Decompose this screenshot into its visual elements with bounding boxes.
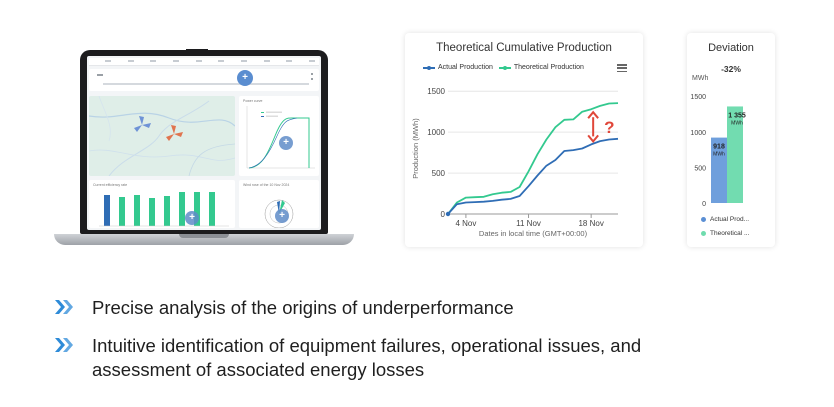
bullet-item: Intuitive identification of equipment fa… bbox=[54, 334, 712, 382]
series-line-actual bbox=[447, 137, 619, 215]
legend-item-actual[interactable]: Actual Production bbox=[423, 64, 493, 71]
bar-theoretical bbox=[727, 106, 743, 203]
y-axis-unit: MWh bbox=[692, 75, 708, 82]
map-panel[interactable] bbox=[89, 96, 235, 176]
gap-arrow-head-up bbox=[587, 110, 599, 119]
legend-dot-icon bbox=[701, 231, 706, 236]
power-curve-panel[interactable]: Power curve bbox=[239, 96, 319, 176]
wind-turbine-icon-orange bbox=[166, 125, 183, 141]
efficiency-panel[interactable]: Current efficiency rate bbox=[89, 180, 235, 228]
laptop-base-lip bbox=[179, 234, 229, 238]
gap-arrow-head-down bbox=[587, 134, 599, 143]
deviation-legend-actual-label: Actual Prod... bbox=[710, 216, 750, 223]
laptop-lid: Power curve Current efficiency rate bbox=[80, 49, 328, 234]
bar-actual bbox=[711, 137, 727, 203]
bar-value-label: 918 bbox=[713, 144, 725, 151]
bar-unit-label: MWh bbox=[713, 152, 725, 158]
legend-symbol-actual bbox=[423, 65, 435, 71]
y-axis-label: Production (MWh) bbox=[411, 118, 420, 179]
bullet-item: Precise analysis of the origins of under… bbox=[54, 296, 514, 320]
plus-icon[interactable]: + bbox=[279, 136, 293, 150]
chart-title: Theoretical Cumulative Production bbox=[436, 42, 612, 54]
efficiency-bars bbox=[99, 192, 229, 227]
series-line-theoretical bbox=[447, 102, 619, 215]
deviation-legend-actual[interactable]: Actual Prod... bbox=[701, 216, 749, 223]
legend-label-actual: Actual Production bbox=[438, 64, 493, 71]
mini-timeline-ticks bbox=[105, 60, 315, 63]
legend-symbol-theoretical bbox=[498, 65, 511, 71]
deviation-title: Deviation bbox=[708, 42, 754, 54]
mini-filter-bar[interactable] bbox=[89, 69, 319, 91]
legend-label-theoretical: Theoretical Production bbox=[513, 64, 584, 71]
x-tick-label: 4 Nov bbox=[455, 219, 476, 228]
mini-timeline-header bbox=[89, 58, 319, 66]
bullet-text: Intuitive identification of equipment fa… bbox=[92, 335, 642, 380]
plus-icon[interactable]: + bbox=[185, 211, 199, 225]
wind-rose-title: Wind rose of the 10 Nov 2024 bbox=[243, 183, 290, 187]
x-axis-label: Dates in local time (GMT+00:00) bbox=[479, 229, 588, 238]
power-curve-graphic bbox=[246, 106, 315, 169]
y-tick-label: 1000 bbox=[690, 130, 706, 137]
y-tick-label: 500 bbox=[432, 169, 446, 178]
hamburger-menu-icon[interactable] bbox=[617, 64, 627, 72]
double-chevron-right-icon bbox=[55, 338, 73, 352]
bar-value-label: 1 355 bbox=[728, 112, 746, 119]
efficiency-title: Current efficiency rate bbox=[93, 183, 128, 187]
x-tick-label: 18 Nov bbox=[578, 219, 603, 228]
deviation-percent: -32% bbox=[721, 64, 741, 74]
chart-legend: Actual Production Theoretical Production bbox=[423, 64, 584, 71]
power-curve-title: Power curve bbox=[243, 99, 263, 103]
bar-unit-label: MWh bbox=[731, 120, 743, 126]
gap-annotation: ? bbox=[604, 118, 614, 137]
legend-item-theoretical[interactable]: Theoretical Production bbox=[498, 64, 584, 71]
y-tick-label: 0 bbox=[702, 201, 706, 208]
plus-icon[interactable]: + bbox=[237, 70, 253, 86]
mini-filter-label bbox=[97, 74, 103, 76]
y-tick-label: 1500 bbox=[690, 94, 706, 101]
bullet-text: Precise analysis of the origins of under… bbox=[92, 297, 514, 318]
laptop-notch bbox=[186, 49, 208, 54]
deviation-legend-theoretical[interactable]: Theoretical ... bbox=[701, 230, 749, 237]
wind-turbine-icon-blue bbox=[134, 116, 151, 132]
y-tick-label: 0 bbox=[441, 210, 446, 219]
map-graphic bbox=[89, 96, 235, 176]
laptop-mockup: Power curve Current efficiency rate bbox=[54, 49, 354, 250]
double-chevron-right-icon bbox=[55, 300, 73, 314]
y-tick-label: 1000 bbox=[427, 128, 445, 137]
deviation-legend-theoretical-label: Theoretical ... bbox=[710, 230, 750, 237]
deviation-card: MWh 0 500 1000 1500 918 MWh 1 355 MWh Deviation … bbox=[687, 33, 775, 247]
y-tick-label: 500 bbox=[694, 165, 706, 172]
dashboard-screen: Power curve Current efficiency rate bbox=[87, 56, 321, 230]
mini-date-slider[interactable] bbox=[103, 83, 309, 85]
laptop-base bbox=[54, 234, 354, 245]
kebab-menu-icon[interactable] bbox=[311, 73, 313, 80]
legend-dot-icon bbox=[701, 217, 706, 222]
series-point-start bbox=[445, 211, 451, 217]
cumulative-production-card: 0 500 1000 1500 4 Nov 11 Nov 18 Nov Dates in lo… bbox=[405, 33, 643, 247]
y-tick-label: 1500 bbox=[427, 87, 445, 96]
plus-icon[interactable]: + bbox=[275, 209, 289, 223]
x-tick-label: 11 Nov bbox=[516, 219, 541, 228]
